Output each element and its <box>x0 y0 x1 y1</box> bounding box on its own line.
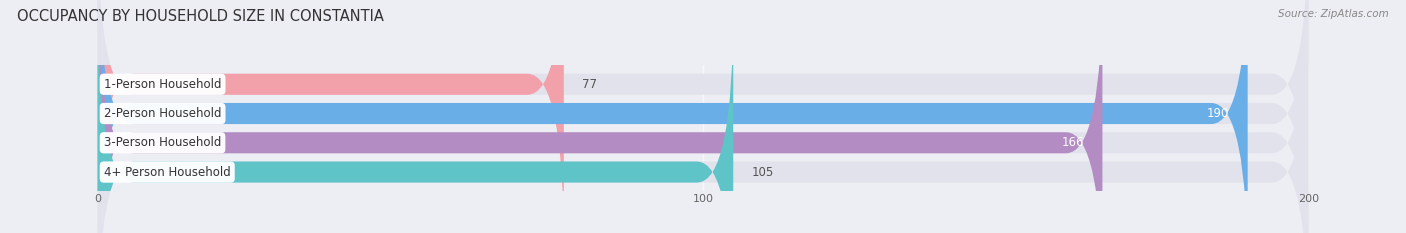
Text: 105: 105 <box>751 165 773 178</box>
Text: 166: 166 <box>1062 136 1084 149</box>
FancyBboxPatch shape <box>98 0 1102 233</box>
Text: OCCUPANCY BY HOUSEHOLD SIZE IN CONSTANTIA: OCCUPANCY BY HOUSEHOLD SIZE IN CONSTANTI… <box>17 9 384 24</box>
Text: Source: ZipAtlas.com: Source: ZipAtlas.com <box>1278 9 1389 19</box>
FancyBboxPatch shape <box>98 7 734 233</box>
FancyBboxPatch shape <box>98 0 564 233</box>
FancyBboxPatch shape <box>98 0 1308 233</box>
Text: 77: 77 <box>582 78 598 91</box>
Text: 2-Person Household: 2-Person Household <box>104 107 221 120</box>
FancyBboxPatch shape <box>98 0 1308 233</box>
FancyBboxPatch shape <box>98 7 1308 233</box>
FancyBboxPatch shape <box>98 0 1308 233</box>
Text: 3-Person Household: 3-Person Household <box>104 136 221 149</box>
Text: 1-Person Household: 1-Person Household <box>104 78 221 91</box>
FancyBboxPatch shape <box>98 0 1247 233</box>
Text: 4+ Person Household: 4+ Person Household <box>104 165 231 178</box>
Text: 190: 190 <box>1208 107 1229 120</box>
